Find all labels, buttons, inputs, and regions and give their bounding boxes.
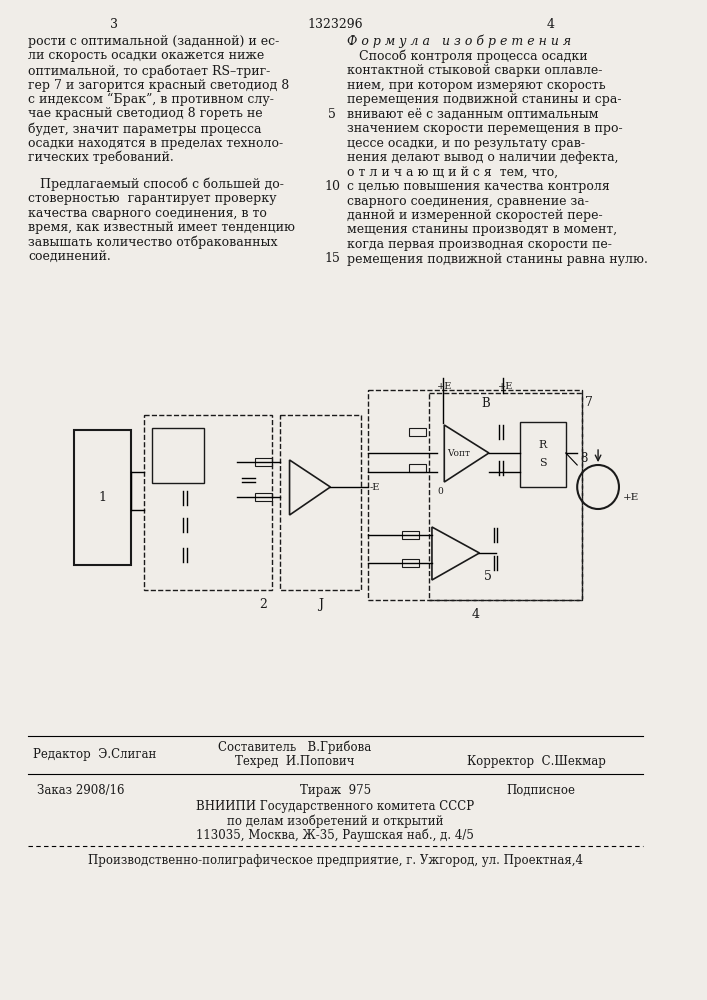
Bar — [74, 430, 131, 565]
Text: перемещения подвижной станины и сра-: перемещения подвижной станины и сра- — [346, 93, 621, 106]
Text: гер 7 и загорится красный светодиод 8: гер 7 и загорится красный светодиод 8 — [28, 79, 290, 92]
Text: Ф о р м у л а   и з о б р е т е н и я: Ф о р м у л а и з о б р е т е н и я — [346, 35, 571, 48]
Text: 0: 0 — [438, 488, 443, 496]
Bar — [144, 415, 272, 590]
Text: завышать количество отбракованных: завышать количество отбракованных — [28, 235, 278, 249]
Text: 5: 5 — [484, 570, 492, 582]
Text: будет, значит параметры процесса: будет, значит параметры процесса — [28, 122, 262, 135]
Bar — [368, 390, 582, 600]
Bar — [409, 464, 426, 472]
Text: B: B — [481, 397, 490, 410]
Text: время, как известный имеет тенденцию: время, как известный имеет тенденцию — [28, 221, 296, 234]
Text: 5: 5 — [328, 107, 337, 120]
Text: цессе осадки, и по результату срав-: цессе осадки, и по результату срав- — [346, 136, 585, 149]
Text: соединений.: соединений. — [28, 250, 111, 263]
Text: стоверностью  гарантирует проверку: стоверностью гарантирует проверку — [28, 192, 277, 205]
Bar — [255, 458, 272, 466]
Text: 4: 4 — [471, 608, 479, 621]
Bar — [520, 422, 566, 487]
Bar — [409, 428, 426, 436]
Text: сварного соединения, сравнение за-: сварного соединения, сравнение за- — [346, 194, 588, 208]
Text: 4: 4 — [547, 18, 554, 31]
Text: Составитель   В.Грибова: Составитель В.Грибова — [218, 741, 371, 754]
Text: 1: 1 — [98, 491, 107, 504]
Text: значением скорости перемещения в про-: значением скорости перемещения в про- — [346, 122, 622, 135]
Bar — [255, 493, 272, 501]
Text: 113035, Москва, Ж-35, Раушская наб., д. 4/5: 113035, Москва, Ж-35, Раушская наб., д. … — [196, 828, 474, 842]
Text: Заказ 2908/16: Заказ 2908/16 — [37, 784, 124, 797]
Text: +E: +E — [498, 382, 513, 391]
Text: с целью повышения качества контроля: с целью повышения качества контроля — [346, 180, 609, 193]
Text: Предлагаемый способ с большей до-: Предлагаемый способ с большей до- — [28, 178, 284, 191]
Text: оптимальной, то сработает RS–триг-: оптимальной, то сработает RS–триг- — [28, 64, 271, 78]
Text: R: R — [539, 440, 547, 450]
Text: J: J — [318, 598, 323, 611]
Text: Корректор  С.Шекмар: Корректор С.Шекмар — [467, 755, 606, 768]
Text: по делам изобретений и открытий: по делам изобретений и открытий — [227, 814, 443, 828]
Text: рости с оптимальной (заданной) и ес-: рости с оптимальной (заданной) и ес- — [28, 35, 280, 48]
Text: нения делают вывод о наличии дефекта,: нения делают вывод о наличии дефекта, — [346, 151, 618, 164]
Text: контактной стыковой сварки оплавле-: контактной стыковой сварки оплавле- — [346, 64, 602, 77]
Text: 2: 2 — [259, 598, 267, 611]
Text: качества сварного соединения, в то: качества сварного соединения, в то — [28, 207, 267, 220]
Text: 15: 15 — [325, 252, 340, 265]
Text: 3: 3 — [110, 18, 118, 31]
Text: о т л и ч а ю щ и й с я  тем, что,: о т л и ч а ю щ и й с я тем, что, — [346, 165, 558, 178]
Text: S: S — [539, 458, 547, 468]
Text: мещения станины производят в момент,: мещения станины производят в момент, — [346, 224, 617, 236]
Text: Vопт: Vопт — [447, 448, 470, 458]
Bar — [429, 393, 582, 600]
Text: осадки находятся в пределах техноло-: осадки находятся в пределах техноло- — [28, 136, 284, 149]
Text: ВНИИПИ Государственного комитета СССР: ВНИИПИ Государственного комитета СССР — [196, 800, 474, 813]
Text: +E: +E — [623, 492, 639, 502]
Text: 8: 8 — [580, 452, 588, 466]
Bar — [402, 559, 419, 567]
Text: 1323296: 1323296 — [308, 18, 363, 31]
Bar — [402, 531, 419, 539]
Text: 10: 10 — [325, 180, 340, 193]
Text: Тираж  975: Тираж 975 — [300, 784, 370, 797]
Text: Подписное: Подписное — [507, 784, 575, 797]
Text: Способ контроля процесса осадки: Способ контроля процесса осадки — [346, 49, 587, 63]
Text: ли скорость осадки окажется ниже: ли скорость осадки окажется ниже — [28, 49, 264, 62]
Bar — [152, 428, 204, 483]
Text: Производственно-полиграфическое предприятие, г. Ужгород, ул. Проектная,4: Производственно-полиграфическое предприя… — [88, 854, 583, 867]
Text: гических требований.: гических требований. — [28, 151, 174, 164]
Text: когда первая производная скорости пе-: когда первая производная скорости пе- — [346, 238, 612, 251]
Text: с индексом “Брак”, в противном слу-: с индексом “Брак”, в противном слу- — [28, 93, 274, 106]
Text: Редактор  Э.Слиган: Редактор Э.Слиган — [33, 748, 157, 761]
Text: +E: +E — [437, 382, 452, 391]
Text: нием, при котором измеряют скорость: нием, при котором измеряют скорость — [346, 79, 605, 92]
Text: ремещения подвижной станины равна нулю.: ремещения подвижной станины равна нулю. — [346, 252, 648, 265]
Text: Техред  И.Попович: Техред И.Попович — [235, 755, 354, 768]
Bar — [280, 415, 361, 590]
Text: 7: 7 — [585, 396, 592, 409]
Text: данной и измеренной скоростей пере-: данной и измеренной скоростей пере- — [346, 209, 602, 222]
Text: внивают её с заданным оптимальным: внивают её с заданным оптимальным — [346, 107, 598, 120]
Text: -E: -E — [369, 484, 380, 492]
Text: чае красный светодиод 8 гореть не: чае красный светодиод 8 гореть не — [28, 107, 263, 120]
